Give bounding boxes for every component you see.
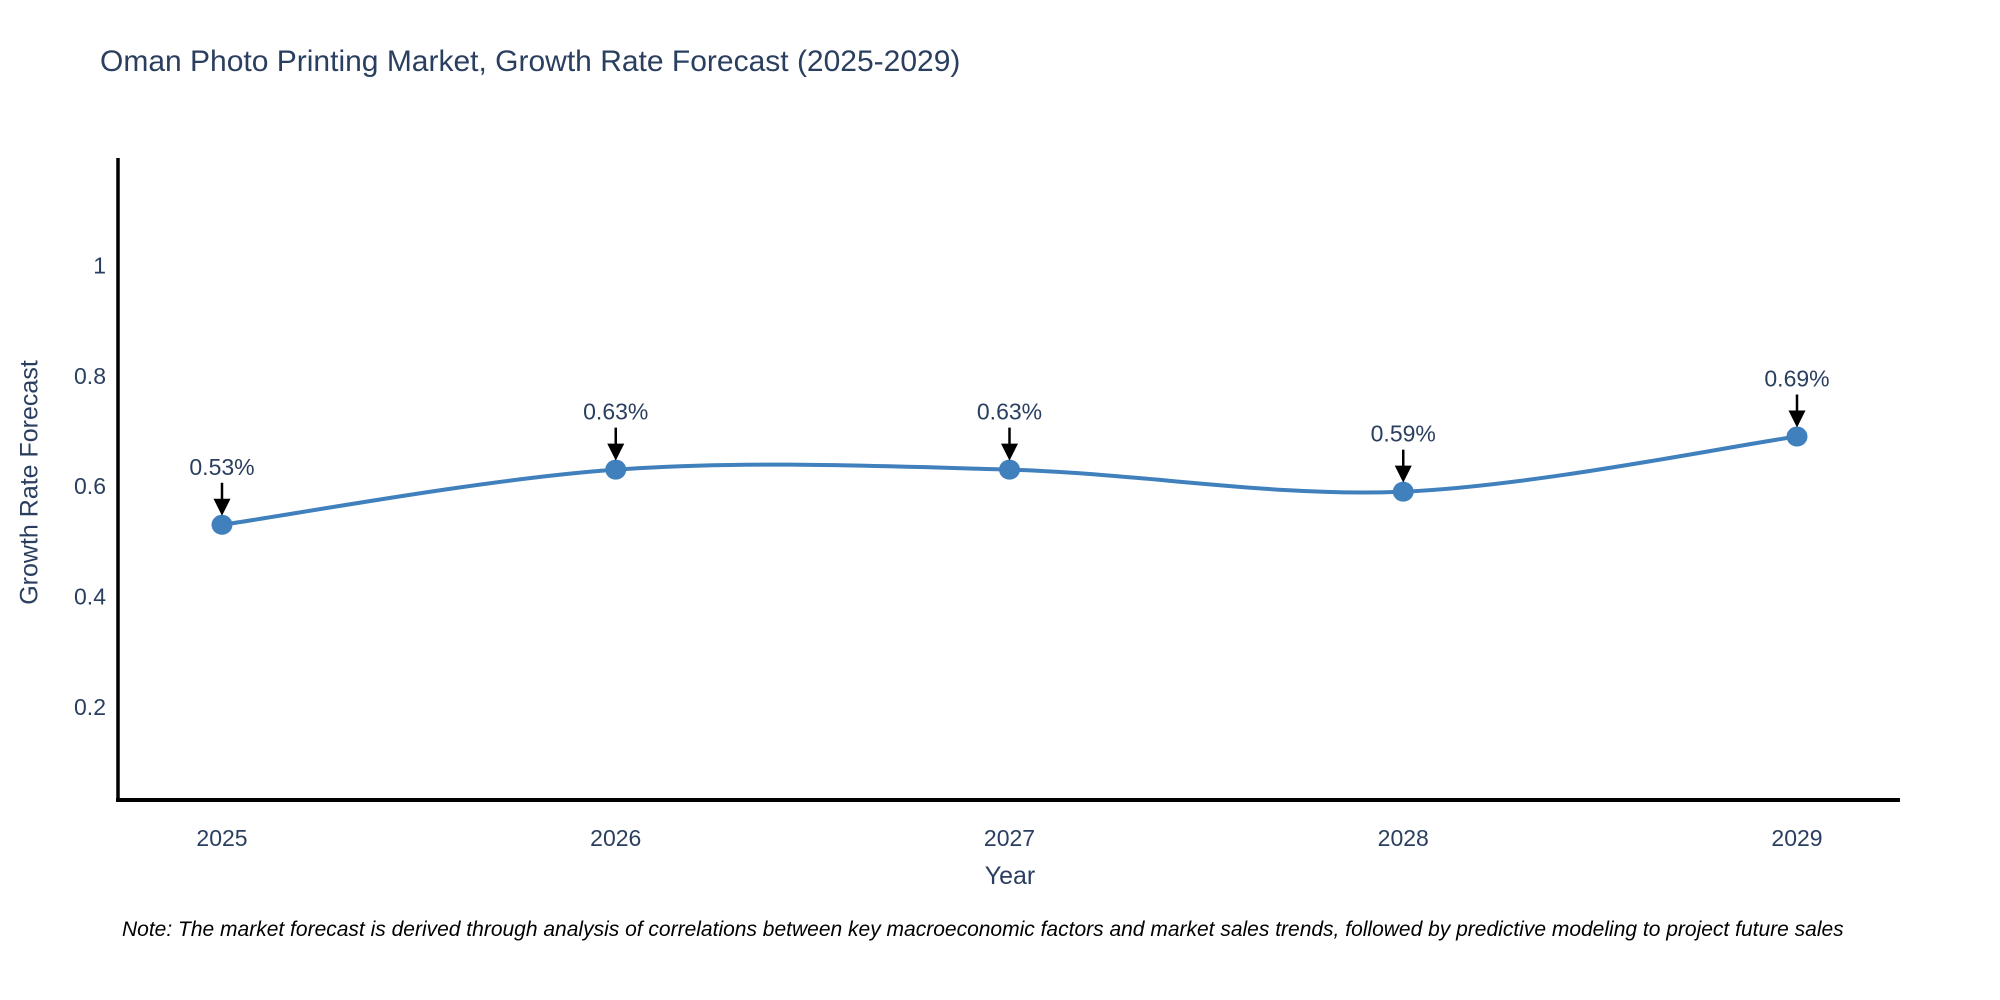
chart-title: Oman Photo Printing Market, Growth Rate …: [100, 45, 961, 78]
data-point-label: 0.53%: [189, 454, 254, 480]
annotation-arrowhead: [1001, 443, 1018, 461]
x-axis-title: Year: [984, 862, 1036, 890]
annotation-arrowhead: [213, 498, 231, 516]
y-tick-label: 0.2: [74, 694, 106, 720]
data-point-label: 0.59%: [1371, 421, 1436, 447]
data-point-marker: [1786, 426, 1808, 447]
x-tick-label: 2029: [1771, 825, 1822, 851]
data-point-label: 0.69%: [1764, 366, 1829, 392]
data-point-label: 0.63%: [977, 399, 1042, 425]
x-tick-label: 2027: [984, 825, 1035, 851]
y-tick-label: 0.4: [74, 583, 106, 609]
x-tick-label: 2028: [1378, 825, 1429, 851]
data-point-marker: [999, 459, 1020, 480]
data-point-marker: [211, 514, 233, 535]
data-point-marker: [605, 459, 627, 480]
annotation-arrowhead: [1788, 410, 1806, 428]
x-tick-label: 2026: [590, 825, 641, 851]
data-point-label: 0.63%: [583, 399, 648, 425]
y-tick-label: 1: [93, 253, 106, 279]
footnote: Note: The market forecast is derived thr…: [122, 918, 1844, 941]
y-tick-label: 0.6: [74, 473, 106, 499]
x-tick-label: 2025: [196, 825, 247, 851]
y-tick-label: 0.8: [74, 363, 106, 389]
data-point-marker: [1392, 481, 1414, 502]
annotation-arrowhead: [607, 443, 625, 461]
annotation-arrowhead: [1394, 465, 1412, 483]
